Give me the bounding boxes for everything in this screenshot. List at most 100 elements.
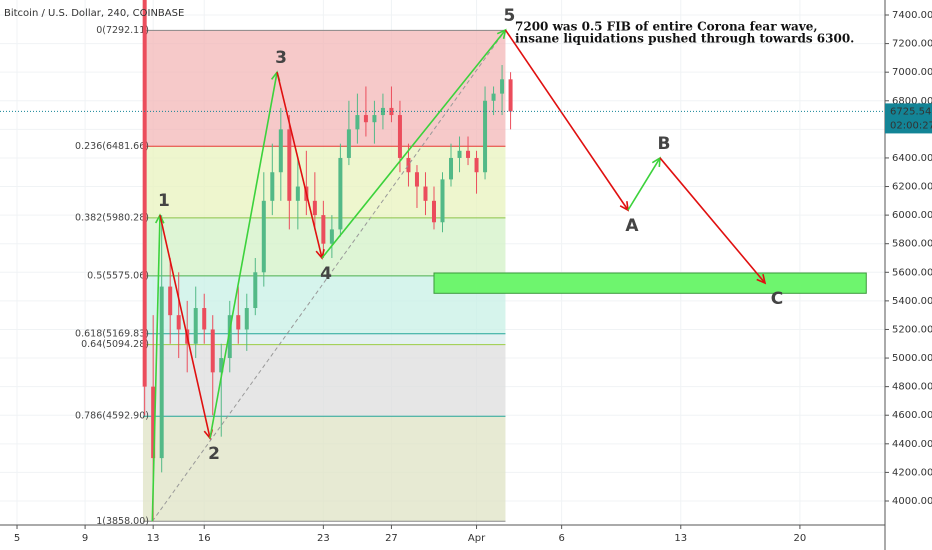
candle-body [176, 315, 181, 330]
candle-body [449, 157, 454, 180]
y-tick-label: 7000.00 [892, 67, 932, 78]
candle-body [321, 215, 326, 244]
x-tick-label: 27 [385, 533, 398, 544]
x-tick-label: Apr [468, 533, 486, 544]
x-tick-label: 5 [14, 533, 20, 544]
candle-body [406, 157, 411, 173]
candle-body [431, 200, 436, 223]
candle-body [338, 157, 343, 230]
candle-body [380, 107, 385, 116]
y-tick-label: 4600.00 [892, 410, 932, 421]
fib-zone [142, 30, 506, 147]
candle-body [253, 272, 258, 309]
wave-arrowhead [756, 274, 767, 285]
wave-segment [321, 29, 507, 259]
candle-body [295, 186, 300, 201]
x-tick-label: 6 [558, 533, 564, 544]
y-tick-label: 7200.00 [892, 39, 932, 50]
wave-segment [504, 29, 629, 211]
candle-body [278, 129, 283, 173]
candle-body [236, 315, 241, 330]
y-tick-label: 4800.00 [892, 382, 932, 393]
y-tick-label: 5400.00 [892, 296, 932, 307]
annotation: 7200 was 0.5 FIB of entire Corona fear w… [515, 20, 818, 34]
wave-label: 1 [158, 191, 170, 211]
y-tick-label: 6400.00 [892, 153, 932, 164]
y-tick-label: 6800.00 [892, 96, 932, 107]
x-tick-label: 13 [674, 533, 687, 544]
candle-body [312, 200, 317, 216]
wave-label: 2 [208, 444, 220, 464]
x-tick-label: 16 [198, 533, 211, 544]
last-price-box [885, 103, 932, 134]
candle-body [270, 172, 275, 201]
candle-body [287, 129, 292, 201]
candle-body [440, 179, 445, 223]
countdown-label: 02:00:27 [890, 120, 932, 131]
y-tick-label: 5200.00 [892, 324, 932, 335]
y-tick-label: 7400.00 [892, 10, 932, 21]
wave-label: 3 [275, 48, 287, 68]
y-tick-label: 4400.00 [892, 439, 932, 450]
fib-zone [142, 416, 506, 522]
fib-label: 1(3858.00) [96, 516, 149, 527]
last-price-label: 6725.54 [890, 106, 931, 117]
annotation: insane liquidations pushed through towar… [515, 32, 854, 46]
wave-segment [209, 72, 278, 439]
candle-body [500, 79, 505, 94]
wave-label: 5 [504, 6, 516, 26]
fib-label: 0.64(5094.28) [81, 339, 149, 350]
candle-body [397, 115, 402, 158]
axes: 4000.00 4200.00 4400.00 4600.00 4800.00 5000.… [14, 10, 932, 544]
candle-body [363, 115, 368, 123]
candle-body [466, 150, 471, 158]
candle-body [474, 157, 479, 173]
y-tick-label: 6200.00 [892, 182, 932, 193]
fib-zone [142, 344, 506, 417]
fib-label: 0.382(5980.28) [75, 212, 149, 223]
candle-body [346, 129, 351, 158]
fib-zone [142, 333, 506, 345]
x-tick-label: 20 [794, 533, 807, 544]
x-tick-label: 13 [147, 533, 160, 544]
wave-label: C [771, 289, 783, 309]
candle-body [244, 308, 249, 330]
y-tick-label: 5000.00 [892, 353, 932, 364]
wave-segment [659, 157, 766, 284]
plot-area: 0(7292.11) 0.236(6481.66) 0.382(5980.28) 0.… [0, 0, 885, 527]
wave-label: A [625, 216, 639, 236]
candle-body [457, 150, 462, 158]
y-tick-label: 5600.00 [892, 267, 932, 278]
candle-body [227, 315, 232, 359]
candle-body [261, 200, 266, 273]
candle-body [210, 329, 215, 373]
candle-body [414, 172, 419, 187]
candle-body [508, 79, 513, 112]
wave-label: B [658, 134, 671, 154]
fib-label: 0.236(6481.66) [75, 141, 149, 152]
candle-body [202, 308, 207, 330]
candle-body [483, 100, 488, 173]
fib-label: 0.5(5575.06) [87, 270, 149, 281]
y-tick-label: 4200.00 [892, 467, 932, 478]
fib-label: 0.618(5169.83) [75, 328, 149, 339]
candle-body [423, 186, 428, 201]
candle-body [151, 386, 156, 459]
candle-body [491, 93, 496, 101]
wave-segment [159, 214, 211, 439]
candle-body [159, 286, 164, 459]
wave-segment [627, 157, 661, 211]
candle-body [193, 308, 198, 344]
chart-title: Bitcoin / U.S. Dollar, 240, COINBASE [4, 8, 184, 19]
candle-body [168, 286, 173, 316]
candle-body [142, 0, 147, 387]
x-tick-label: 9 [82, 533, 88, 544]
fib-label: 0(7292.11) [96, 25, 149, 36]
wave-segment [276, 71, 323, 259]
fib-zone [142, 146, 506, 218]
y-tick-label: 6000.00 [892, 210, 932, 221]
candle-body [389, 107, 394, 116]
candle-body [219, 358, 224, 373]
y-tick-label: 5800.00 [892, 239, 932, 250]
